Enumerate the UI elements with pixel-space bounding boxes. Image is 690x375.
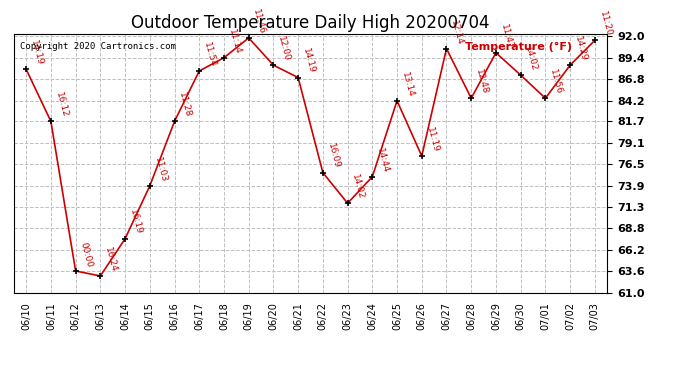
Text: 16:24: 16:24 — [103, 246, 119, 273]
Text: 12:48: 12:48 — [474, 68, 489, 96]
Text: 14:44: 14:44 — [375, 147, 391, 174]
Text: 00:00: 00:00 — [79, 241, 94, 268]
Text: 12:14: 12:14 — [449, 19, 464, 46]
Text: 14:02: 14:02 — [524, 45, 539, 72]
Text: 14:19: 14:19 — [301, 48, 316, 75]
Text: 13:14: 13:14 — [400, 71, 415, 98]
Text: 11:47: 11:47 — [499, 23, 514, 50]
Text: 16:19: 16:19 — [128, 209, 144, 236]
Text: 14:19: 14:19 — [29, 39, 44, 66]
Text: 11:54: 11:54 — [202, 41, 217, 68]
Text: Copyright 2020 Cartronics.com: Copyright 2020 Cartronics.com — [20, 42, 176, 51]
Text: 14:29: 14:29 — [573, 35, 588, 62]
Text: 11:19: 11:19 — [424, 126, 440, 153]
Title: Outdoor Temperature Daily High 20200704: Outdoor Temperature Daily High 20200704 — [131, 14, 490, 32]
Text: 11:20: 11:20 — [598, 10, 613, 38]
Text: Temperature (°F): Temperature (°F) — [465, 42, 572, 52]
Text: 11:14: 11:14 — [227, 28, 242, 55]
Text: 16:12: 16:12 — [54, 92, 69, 118]
Text: 11:03: 11:03 — [152, 156, 168, 183]
Text: 11:56: 11:56 — [548, 68, 564, 96]
Text: 11:28: 11:28 — [177, 92, 193, 118]
Text: 16:09: 16:09 — [326, 142, 341, 170]
Text: 12:00: 12:00 — [276, 35, 292, 62]
Text: 14:02: 14:02 — [351, 173, 366, 201]
Text: 11:46: 11:46 — [251, 8, 267, 35]
